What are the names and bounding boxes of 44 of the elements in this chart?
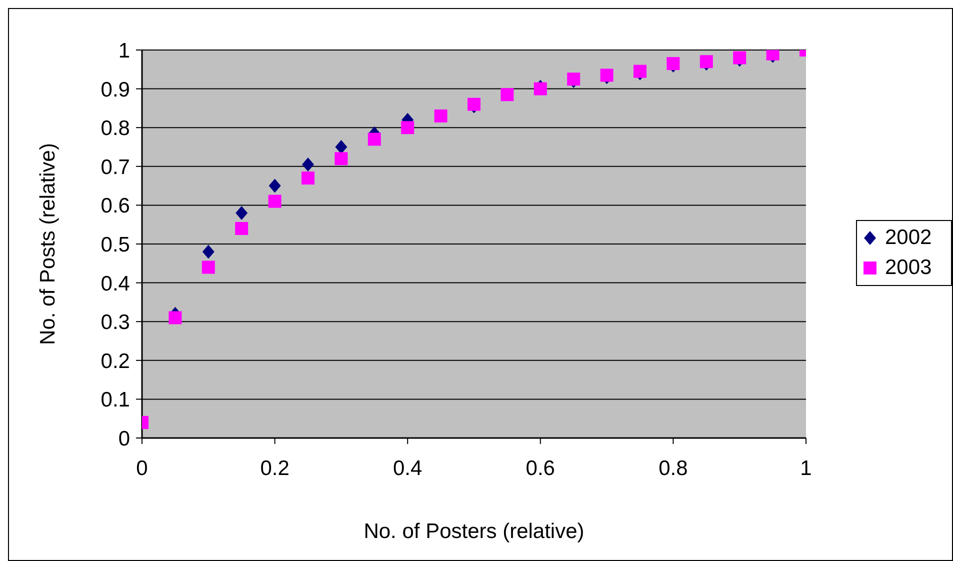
x-tick-label: 1 — [800, 456, 812, 480]
point — [500, 88, 514, 102]
point — [268, 178, 281, 193]
point — [534, 82, 547, 96]
y-tick-label: 1 — [118, 39, 130, 62]
point — [434, 109, 448, 122]
x-tick-label: 0.4 — [393, 456, 423, 480]
y-tick-label: 0.5 — [100, 233, 130, 256]
x-tick-label: 0.8 — [658, 456, 688, 480]
x-axis-title: No. of Posters (relative) — [364, 520, 584, 543]
y-tick-label: 0.2 — [100, 350, 130, 373]
point — [368, 132, 381, 146]
y-tick-label: 0 — [118, 427, 130, 450]
point — [334, 152, 348, 166]
y-tick-label: 0.6 — [100, 194, 130, 218]
point — [168, 311, 182, 324]
point — [401, 121, 414, 134]
point — [733, 51, 746, 64]
point — [335, 140, 348, 154]
y-tick-label: 0.4 — [100, 272, 130, 296]
point — [236, 206, 248, 220]
point — [468, 98, 480, 111]
y-tick-label: 0.9 — [100, 78, 130, 102]
point — [634, 64, 646, 78]
point — [700, 55, 713, 68]
point — [235, 222, 248, 235]
point — [600, 68, 614, 82]
point — [268, 194, 282, 208]
y-tick-label: 0.3 — [100, 311, 130, 334]
point — [202, 260, 215, 274]
x-tick-label: 0 — [136, 456, 148, 480]
legend-label: 2003 — [885, 255, 932, 281]
point — [302, 172, 314, 185]
point — [302, 157, 314, 172]
point — [567, 72, 580, 86]
y-tick-label: 0.1 — [100, 388, 130, 412]
y-tick-label: 0.7 — [100, 156, 130, 179]
y-tick-label: 0.8 — [100, 117, 130, 140]
x-tick-label: 0.2 — [260, 456, 290, 480]
legend-label: 2002 — [885, 225, 932, 251]
point — [666, 57, 680, 70]
x-tick-label: 0.6 — [526, 456, 555, 480]
point — [202, 244, 214, 259]
y-axis-title: No. of Posts (relative) — [36, 143, 60, 345]
